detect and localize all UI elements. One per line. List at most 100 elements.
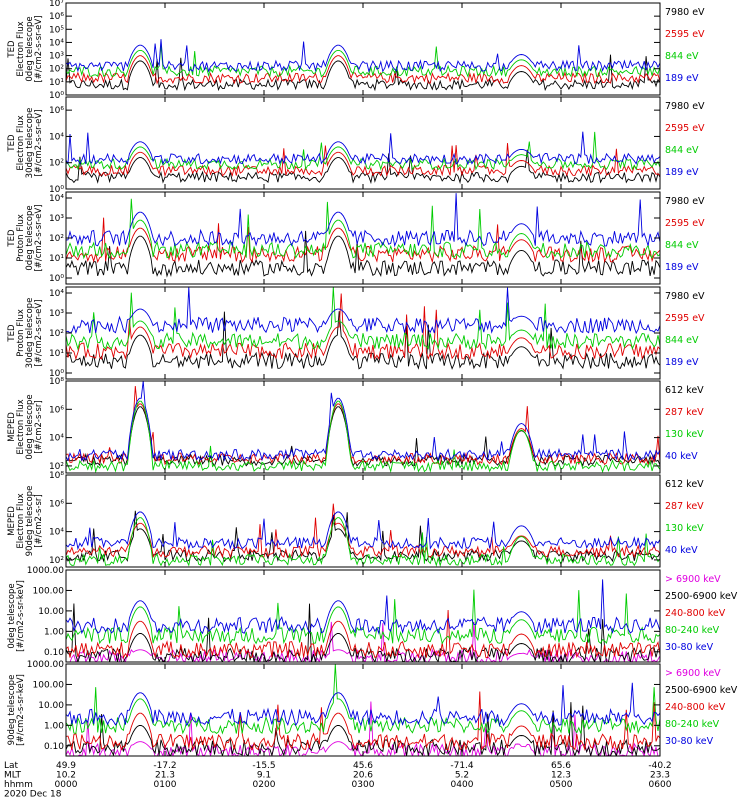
footer-value: 0600 — [649, 780, 672, 790]
series-7980-ev — [66, 54, 660, 92]
footer-value: 0200 — [253, 780, 276, 790]
y-tick-label: 10⁴ — [49, 194, 64, 204]
panel-frame — [65, 286, 661, 380]
panel-5: 10² 10⁴ 10⁶ 10⁸ MEPED Electron Flux 0deg teles… — [7, 377, 704, 474]
legend-entry: 7980 eV — [665, 101, 705, 112]
panel-2-data — [66, 131, 660, 185]
series-240-800-kev — [66, 691, 660, 752]
series-189-ev — [66, 287, 660, 335]
legend-entry: 80-240 keV — [665, 719, 720, 730]
y-axis-label: TED — [7, 134, 17, 153]
y-tick-label: 10¹ — [49, 254, 64, 264]
y-axis-label: [#/cm2-s-sr-eV] — [34, 109, 44, 176]
y-axis-label: Proton Flux — [16, 214, 26, 262]
footer-axis: 49.9 -17.2 -15.5 45.6 -71.4 65.6 -40.2 10.2 21.3… — [4, 761, 672, 800]
legend-entry: 30-80 keV — [665, 736, 714, 747]
y-tick-label: 10¹ — [49, 78, 64, 88]
y-tick-label: 1000.00 — [27, 566, 64, 576]
y-tick-label: 10¹ — [49, 349, 64, 359]
legend-entry: 612 keV — [665, 385, 704, 396]
footer-value: 45.6 — [353, 761, 373, 771]
footer-value: 9.1 — [257, 771, 271, 781]
footer-value: -71.4 — [450, 761, 474, 771]
legend-entry: 2500-6900 keV — [665, 685, 738, 696]
panel-8-data — [66, 664, 660, 756]
footer-value: 0300 — [352, 780, 375, 790]
footer-value: 0000 — [55, 780, 78, 790]
series-844-ev — [66, 287, 660, 351]
legend-entry: 189 eV — [665, 73, 699, 84]
series-80-240-kev — [66, 589, 660, 645]
y-tick-label: 10³ — [49, 52, 64, 62]
panel-7: 0.10 1.00 10.00 100.00 1000.00 0deg telescope… — [7, 566, 738, 663]
y-tick-label: 10⁸ — [49, 377, 64, 387]
legend-entry: 287 keV — [665, 407, 704, 418]
series-7980-ev — [66, 230, 660, 278]
y-axis-label: TED — [7, 229, 17, 248]
y-axis-label: Electron Flux — [16, 21, 26, 76]
series-2595-ev — [66, 293, 660, 361]
footer-value: 0500 — [550, 780, 573, 790]
y-axis-label: [#/cm2-s-sr-keV] — [16, 580, 26, 652]
legend-entry: 844 eV — [665, 240, 699, 251]
footer-row-label: 2020 Dec 18 — [4, 790, 62, 800]
panel-6-data — [66, 503, 660, 567]
series-7980-ev — [66, 311, 660, 370]
panel-6: 10² 10⁴ 10⁶ 10⁸ MEPED Electron Flux 90deg tele… — [7, 471, 704, 568]
panel-2: 10⁰ 10² 10⁴ 10⁶ TED Electron Flux 30deg telesc… — [7, 96, 705, 195]
footer-value: 20.6 — [353, 771, 373, 781]
panel-5-data — [66, 381, 660, 473]
legend-entry: 2500-6900 keV — [665, 591, 738, 602]
footer-row-label: hhmm — [4, 780, 33, 790]
y-axis-label: 30deg telescope — [25, 108, 35, 179]
y-tick-label: 10⁵ — [49, 25, 64, 35]
series-30-80-kev — [66, 579, 660, 635]
y-axis-label: 0deg telescope — [25, 205, 35, 270]
footer-value: 10.2 — [56, 771, 76, 781]
y-axis-label: [#/cm2-s-sr-keV] — [16, 674, 26, 746]
series-189-ev — [66, 39, 660, 73]
y-axis-label: [#/cm2-s-sr-eV] — [34, 15, 44, 82]
panel-frame — [65, 569, 661, 663]
footer-value: -17.2 — [153, 761, 176, 771]
panel-4: 10⁰ 10¹ 10² 10³ 10⁴ TED Proton Flux 30deg teles… — [7, 286, 705, 380]
y-axis-label: 0deg telescope — [25, 16, 35, 81]
y-tick-label: 0.10 — [44, 742, 64, 752]
footer-row-label: Lat — [4, 761, 19, 771]
legend-entry: 80-240 keV — [665, 625, 720, 636]
y-tick-label: 10³ — [49, 214, 64, 224]
panel-3-data — [66, 193, 660, 278]
footer-value: 12.3 — [551, 771, 571, 781]
legend-entry: 7980 eV — [665, 196, 705, 207]
y-tick-label: 10⁰ — [49, 185, 64, 195]
y-tick-label: 10⁷ — [49, 0, 64, 9]
legend-entry: 2595 eV — [665, 218, 705, 229]
y-tick-label: 10⁴ — [49, 289, 64, 299]
y-tick-label: 10⁴ — [49, 528, 64, 538]
y-tick-label: 10⁴ — [49, 132, 64, 142]
panel-4-data — [66, 287, 660, 370]
y-tick-label: 10² — [49, 462, 64, 472]
series-189-ev — [66, 193, 660, 248]
footer-value: 5.2 — [455, 771, 469, 781]
series-40-kev — [66, 511, 660, 551]
y-tick-label: 10⁸ — [49, 471, 64, 481]
y-tick-label: 1.00 — [44, 627, 64, 637]
legend-entry: 7980 eV — [665, 291, 705, 302]
y-tick-label: 10² — [49, 65, 64, 75]
y-axis-label: TED — [7, 40, 17, 59]
y-axis-label: [#/cm2-s-sr] — [34, 400, 44, 453]
y-axis-label: [#/cm2-s-sr-eV] — [34, 204, 44, 271]
footer-value: 23.3 — [650, 771, 670, 781]
y-axis-label: 90deg telescope — [7, 675, 17, 746]
legend-entry: 189 eV — [665, 167, 699, 178]
panel-1: 10⁰ 10¹ 10² 10³ 10⁴ 10⁵ 10⁶ 10⁷ TED Electron Flux… — [7, 0, 705, 101]
series-30-80-kev — [66, 682, 660, 728]
y-tick-label: 10.00 — [38, 701, 64, 711]
series-287-kev — [66, 503, 660, 559]
y-tick-label: 10⁰ — [49, 369, 64, 379]
y-tick-label: 10⁴ — [49, 434, 64, 444]
y-tick-label: 1000.00 — [27, 660, 64, 670]
y-tick-label: 10⁶ — [49, 499, 64, 509]
y-tick-label: 100.00 — [33, 680, 65, 690]
